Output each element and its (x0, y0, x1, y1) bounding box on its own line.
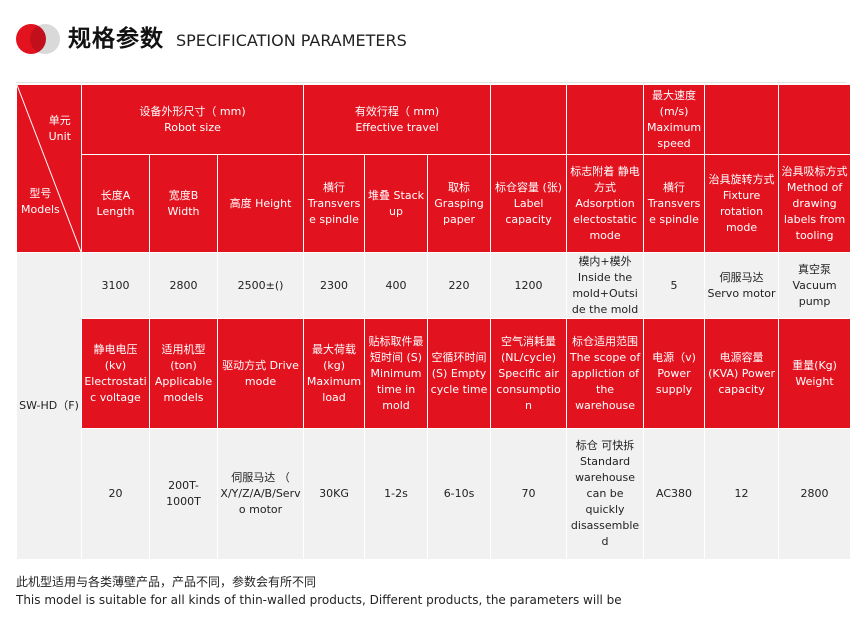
header-height: 高度 Height (216, 154, 305, 253)
header-empty-cycle: 空循环时间 (S) Empty cycle time (427, 318, 492, 429)
group-blank-1 (490, 84, 568, 155)
header-applicable-models: 适用机型 (ton) Applicable models (149, 318, 218, 429)
header-fixture-rotation: 治具旋转方式 Fixture rotation mode (704, 154, 780, 253)
unit-label-en: Unit (48, 130, 71, 143)
group-effective-travel: 有效行程（ mm) Effective travel (303, 84, 492, 155)
header-drawing-labels: 治具吸标方式 Method of drawing labels from too… (778, 154, 852, 253)
header-transverse-speed: 横行 Transverse spindle (643, 154, 706, 253)
group-blank-3 (704, 84, 780, 155)
value-drawing-labels: 真空泵 Vacuum pump (778, 252, 852, 319)
header-adsorption-mode: 标志附着 静电方式 Adsorption electostatic mode (566, 154, 645, 253)
value-adsorption-mode: 模内+模外 Inside the mold+Outside the mold (566, 252, 645, 319)
header-divider (16, 82, 846, 83)
header-minimum-time: 贴标取件最短时间 (S) Minimum time in mold (364, 318, 429, 429)
page-header: 规格参数 SPECIFICATION PARAMETERS (16, 22, 846, 56)
value-length: 3100 (81, 252, 150, 319)
footer-note-cn: 此机型适用与各类薄壁产品，产品不同，参数会有所不同 (16, 575, 317, 589)
value-weight: 2800 (778, 428, 852, 560)
value-height: 2500±() (216, 252, 305, 319)
header-power-capacity: 电源容量 (KVA) Power capacity (704, 318, 780, 429)
group-max-speed: 最大速度 (m/s) Maximum speed (643, 84, 706, 155)
header-air-consumption: 空气消耗量 (NL/cycle) Specific air consumptio… (490, 318, 568, 429)
group-blank-4 (778, 84, 852, 155)
header-warehouse-scope: 标仓适用范围 The scope of appliction of the wa… (566, 318, 645, 429)
value-drive-mode: 伺服马达 （ X/Y/Z/A/B/Servo motor (216, 428, 305, 560)
value-electrostatic-voltage: 20 (81, 428, 150, 560)
value-grasping-paper: 220 (427, 252, 492, 319)
value-minimum-time: 1-2s (364, 428, 429, 560)
value-stack-up: 400 (364, 252, 429, 319)
header-length: 长度A Length (81, 154, 150, 253)
page-title-cn: 规格参数 (68, 26, 164, 52)
value-applicable-models: 200T-1000T (149, 428, 218, 560)
header-drive-mode: 驱动方式 Drive mode (216, 318, 305, 429)
footer-note-en: This model is suitable for all kinds of … (16, 593, 622, 607)
page-title-en: SPECIFICATION PARAMETERS (176, 31, 407, 50)
brand-logo-icon (16, 22, 64, 56)
group-blank-2 (566, 84, 645, 155)
value-air-consumption: 70 (490, 428, 568, 560)
header-maximum-load: 最大荷载 (kg) Maximum load (303, 318, 366, 429)
unit-label-cn: 单元 (48, 114, 71, 127)
value-label-capacity: 1200 (490, 252, 568, 319)
value-width: 2800 (149, 252, 218, 319)
spec-table: 单元 Unit 型号 Models 设备外形尺寸（ mm) Robot size… (16, 84, 852, 560)
header-width: 宽度B Width (149, 154, 218, 253)
value-maximum-load: 30KG (303, 428, 366, 560)
value-power-capacity: 12 (704, 428, 780, 560)
header-transverse-travel: 横行 Transverse spindle (303, 154, 366, 253)
model-cell: SW-HD（F) (16, 252, 82, 560)
value-warehouse-scope: 标仓 可快拆 Standard warehouse can be quickly… (566, 428, 645, 560)
header-stack-up: 堆叠 Stack up (364, 154, 429, 253)
header-label-capacity: 标仓容量 (张) Label capacity (490, 154, 568, 253)
value-transverse-travel: 2300 (303, 252, 366, 319)
header-grasping-paper: 取标 Grasping paper (427, 154, 492, 253)
group-robot-size: 设备外形尺寸（ mm) Robot size (80, 84, 305, 155)
model-label-cn: 型号 (29, 187, 52, 200)
value-fixture-rotation: 伺服马达 Servo motor (704, 252, 780, 319)
model-label-en: Models (21, 203, 60, 216)
value-transverse-speed: 5 (643, 252, 706, 319)
header-power-supply: 电源（v) Power supply (643, 318, 706, 429)
header-weight: 重量(Kg) Weight (778, 318, 852, 429)
value-empty-cycle: 6-10s (427, 428, 492, 560)
value-power-supply: AC380 (643, 428, 706, 560)
header-electrostatic-voltage: 静电电压 (kv) Electrostatic voltage (81, 318, 150, 429)
corner-header-cell: 单元 Unit 型号 Models (16, 84, 82, 253)
